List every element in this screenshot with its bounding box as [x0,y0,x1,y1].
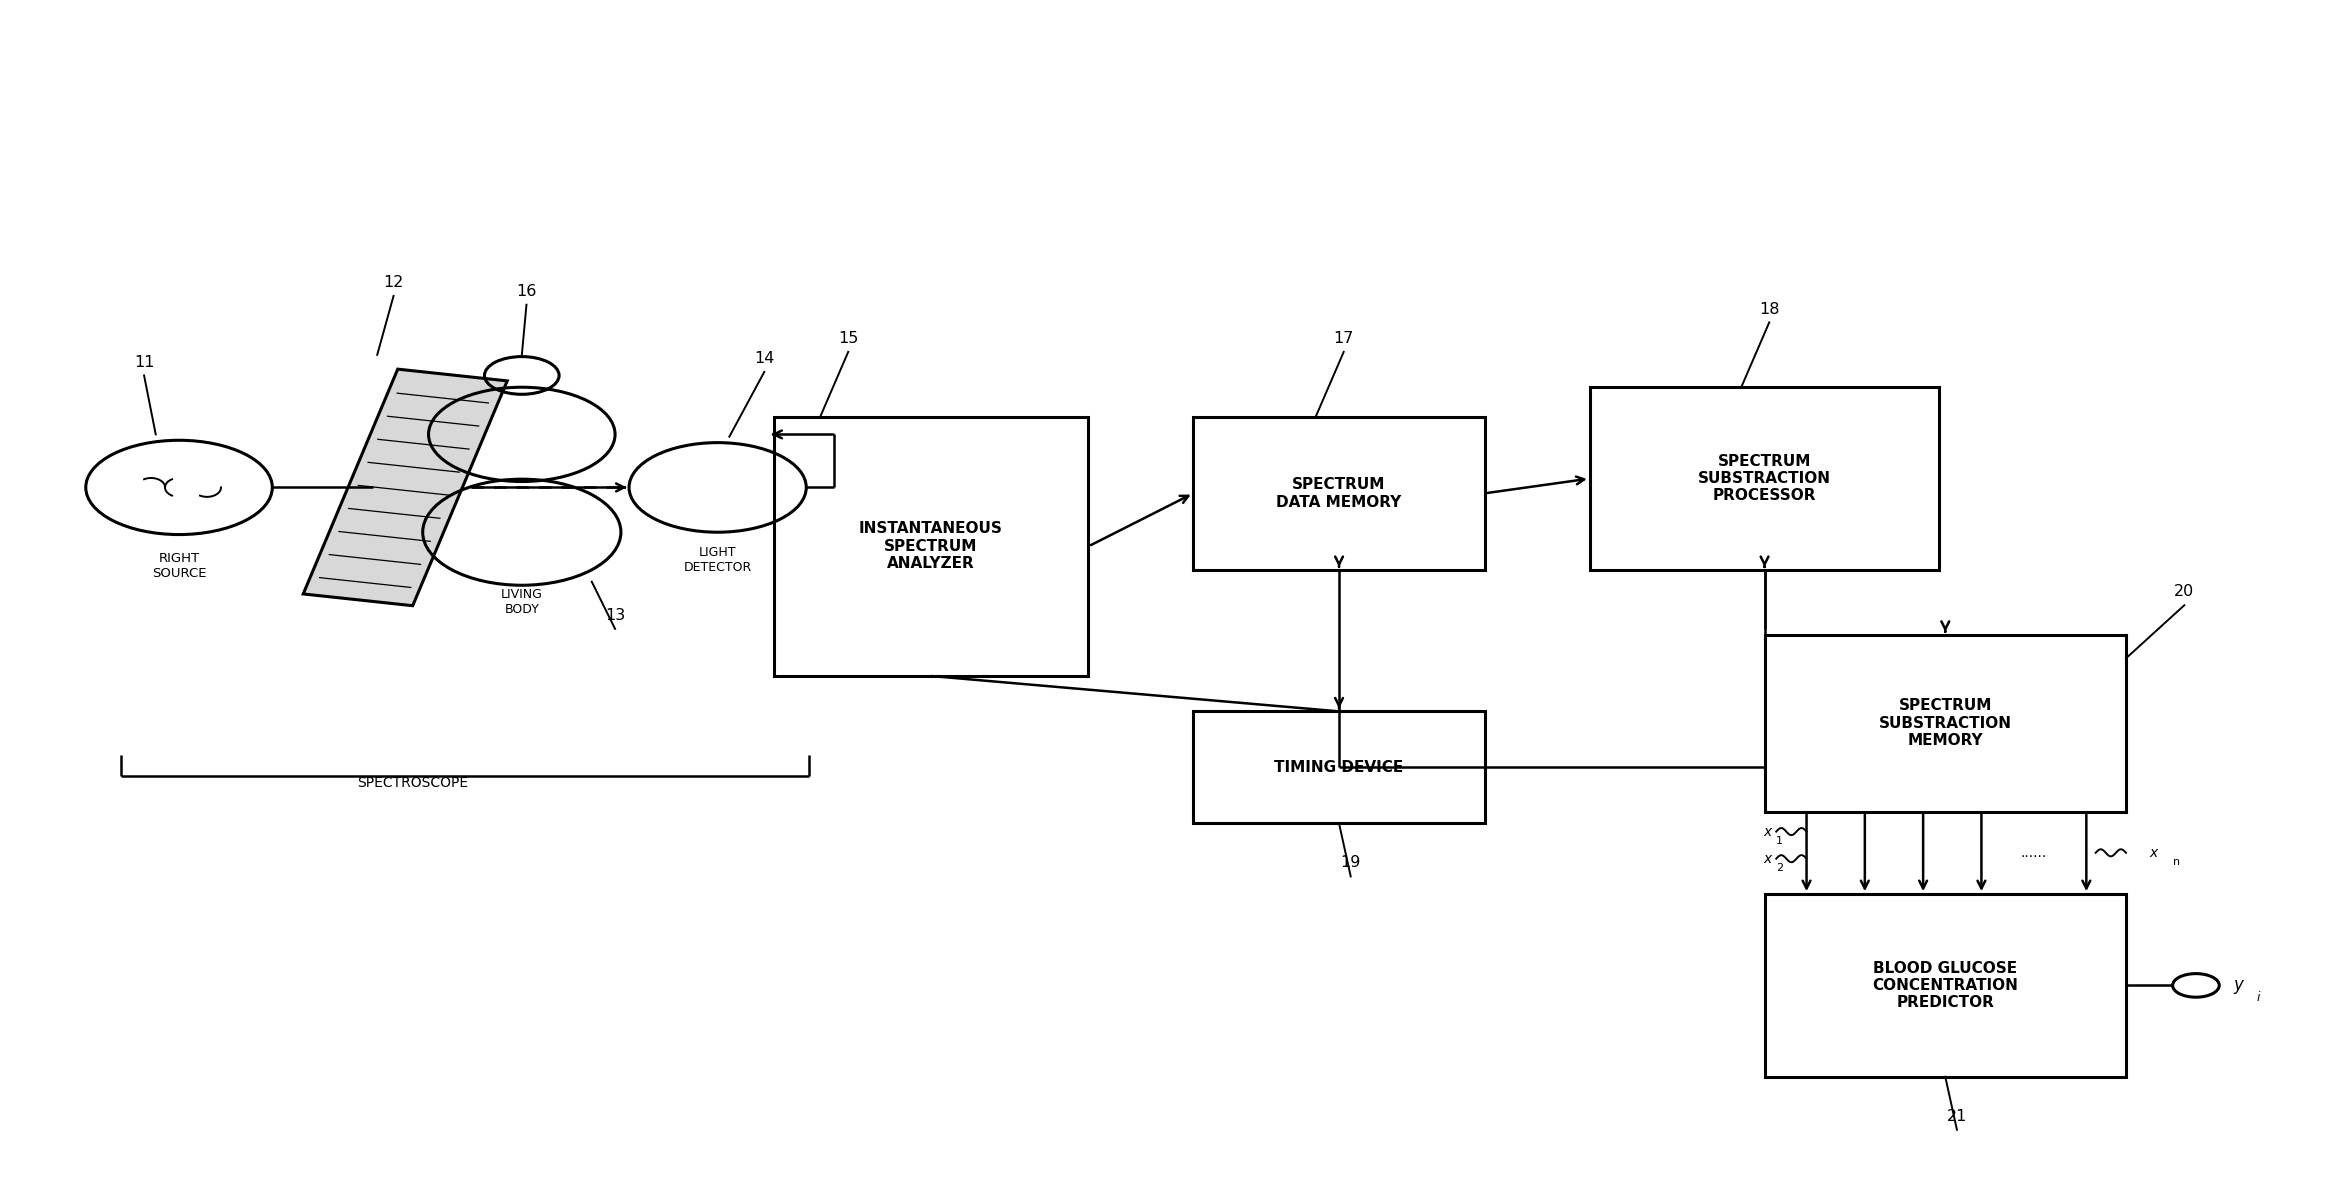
Bar [1764,635,2127,812]
Text: TIMING DEVICE: TIMING DEVICE [1275,760,1404,775]
Bar [775,417,1088,677]
Text: INSTANTANEOUS
SPECTRUM
ANALYZER: INSTANTANEOUS SPECTRUM ANALYZER [859,521,1004,571]
Text: ......: ...... [2022,846,2048,859]
Text: LIGHT
DETECTOR: LIGHT DETECTOR [683,546,751,575]
Text: 21: 21 [1947,1109,1968,1124]
Text: 20: 20 [2174,584,2195,599]
Text: SPECTRUM
SUBSTRACTION
PROCESSOR: SPECTRUM SUBSTRACTION PROCESSOR [1699,453,1832,503]
Text: x: x [2150,846,2157,859]
Text: x: x [1764,852,1771,865]
Text: 11: 11 [133,355,154,369]
Text: y: y [2232,977,2244,995]
Text: 19: 19 [1341,856,1362,870]
Text: 16: 16 [517,284,536,299]
Text: 15: 15 [838,331,859,345]
Text: 18: 18 [1760,301,1778,317]
Text: SPECTRUM
DATA MEMORY: SPECTRUM DATA MEMORY [1275,477,1402,509]
Text: 1: 1 [1776,836,1783,846]
Bar [1193,711,1486,824]
Polygon shape [304,369,508,605]
Bar [1589,387,1940,570]
Text: 13: 13 [606,608,625,623]
Text: 2: 2 [1776,863,1783,874]
Text: 17: 17 [1334,331,1355,345]
Text: i: i [2256,991,2260,1004]
Bar [1193,417,1486,570]
Text: 14: 14 [753,351,775,366]
Text: RIGHT
SOURCE: RIGHT SOURCE [152,552,206,580]
Text: SPECTROSCOPE: SPECTROSCOPE [356,776,468,791]
Text: x: x [1764,825,1771,838]
Text: n: n [2172,857,2181,868]
Text: 12: 12 [384,275,405,290]
Text: LIVING
BODY: LIVING BODY [501,588,543,616]
Text: SPECTRUM
SUBSTRACTION
MEMORY: SPECTRUM SUBSTRACTION MEMORY [1879,698,2012,748]
Text: BLOOD GLUCOSE
CONCENTRATION
PREDICTOR: BLOOD GLUCOSE CONCENTRATION PREDICTOR [1872,960,2017,1010]
Bar [1764,894,2127,1077]
